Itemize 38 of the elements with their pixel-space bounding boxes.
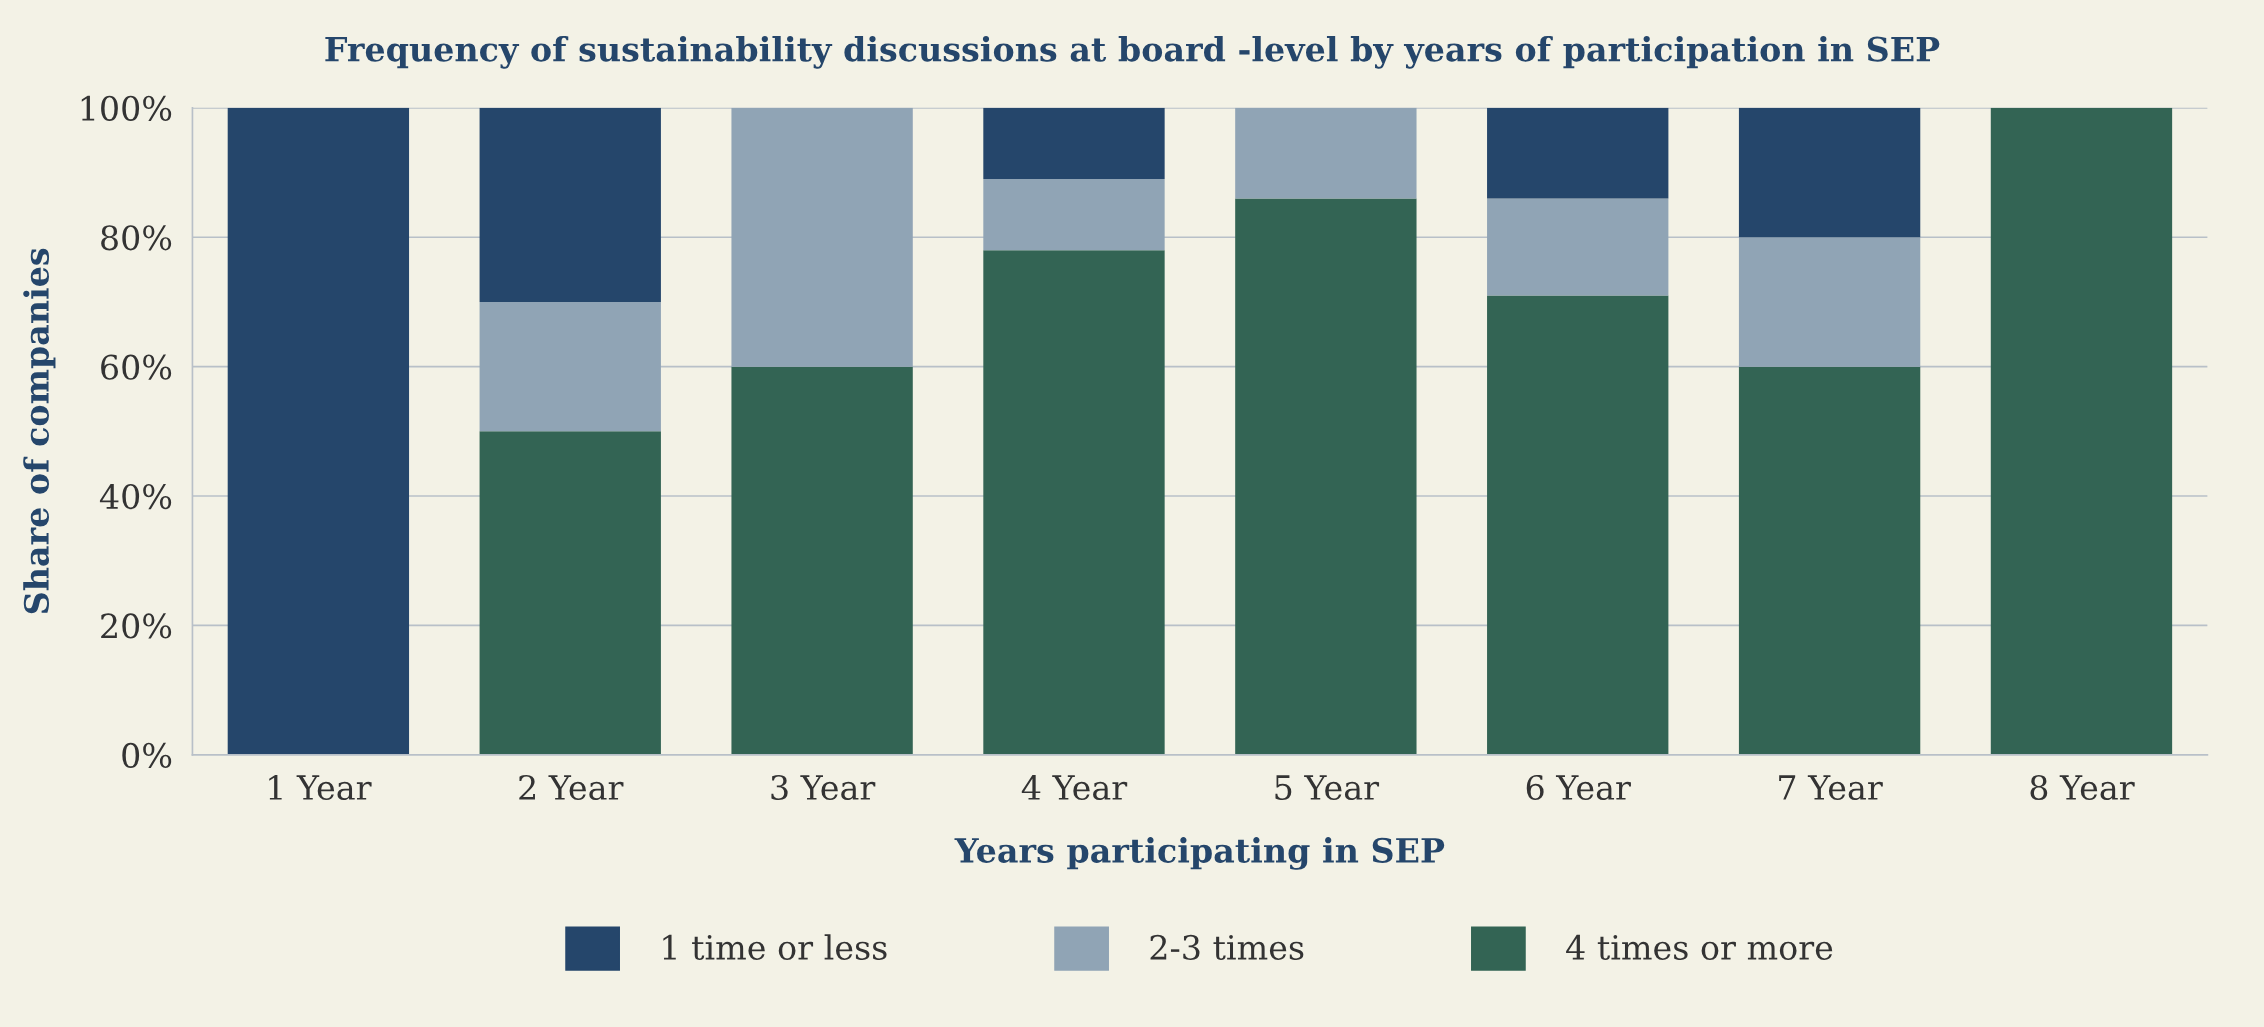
bar <box>479 107 661 302</box>
chart-title: Frequency of sustainability discussions at board -level by years of participation in SEP <box>325 35 1940 69</box>
bar <box>1235 107 1417 199</box>
x-tick-label: 7 Year <box>1779 775 1883 801</box>
y-tick-label: 100% <box>81 95 172 121</box>
bar <box>731 107 913 367</box>
bar <box>1990 107 2173 755</box>
bar <box>1738 366 1921 755</box>
x-tick-label: 4 Year <box>1021 774 1128 801</box>
x-tick-label: 5 Year <box>1275 775 1380 801</box>
bar <box>479 431 661 755</box>
y-tick-label: 80% <box>101 225 172 251</box>
bar <box>1235 198 1417 755</box>
bar <box>479 301 661 432</box>
bar <box>1487 198 1669 296</box>
y-tick-label: 40% <box>99 483 172 510</box>
y-axis-title: Share of companies <box>23 248 56 614</box>
bar <box>731 366 913 755</box>
x-axis-title: Years participating in SEP <box>954 837 1445 870</box>
x-tick-label: 6 Year <box>1526 774 1631 801</box>
bar <box>1738 107 1921 238</box>
legend-label: 1 time or less <box>663 934 887 960</box>
y-tick-label: 20% <box>101 613 172 639</box>
y-tick-label: 0% <box>122 742 172 768</box>
bar <box>1738 237 1921 367</box>
x-tick-label: 3 Year <box>771 774 876 801</box>
x-tick-label: 2 Year <box>519 774 624 801</box>
bar <box>227 107 410 755</box>
bar <box>1487 295 1669 755</box>
legend-label: 4 times or more <box>1566 934 1833 960</box>
x-tick-label: 1 Year <box>269 774 372 801</box>
y-tick-label: 60% <box>101 354 172 380</box>
legend-label: 2-3 times <box>1150 934 1304 960</box>
bar <box>1487 107 1669 199</box>
bar <box>983 107 1165 180</box>
bar <box>983 250 1165 755</box>
bar <box>983 179 1165 251</box>
x-tick-label: 8 Year <box>2030 774 2135 801</box>
